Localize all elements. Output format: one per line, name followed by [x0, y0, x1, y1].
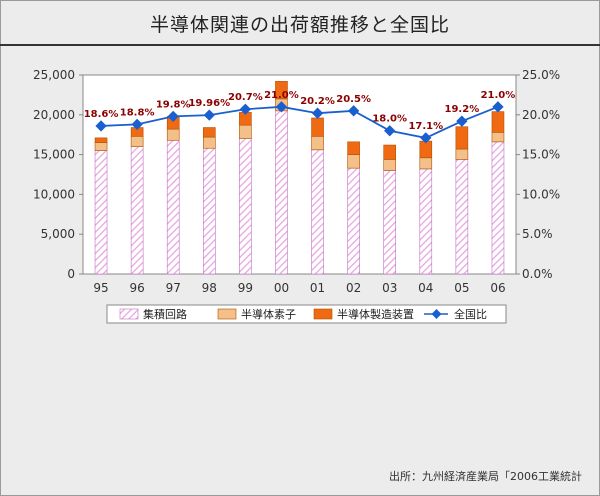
bar-manufacturing-equipment	[94, 137, 108, 143]
x-tick-label: 03	[382, 281, 397, 295]
line-data-label: 20.5%	[336, 94, 371, 105]
bar-manufacturing-equipment	[202, 127, 216, 138]
line-data-label: 21.0%	[264, 90, 299, 101]
bar-integrated-circuit	[347, 167, 360, 275]
bar-manufacturing-equipment	[383, 144, 397, 160]
legend-swatch-integrated	[119, 308, 139, 320]
legend-label: 半導体素子	[241, 307, 296, 321]
y-right-tick-label: 5.0%	[522, 227, 553, 241]
title-rule	[0, 44, 600, 46]
line-data-label: 18.0%	[372, 114, 407, 125]
bar-discrete-element	[94, 142, 108, 151]
line-data-label: 19.8%	[156, 99, 191, 110]
y-left-tick-label: 0	[67, 267, 75, 281]
x-tick-label: 02	[346, 281, 361, 295]
bar-discrete-element	[130, 135, 144, 147]
bar-integrated-circuit	[166, 139, 180, 275]
bar-integrated-circuit	[275, 110, 288, 275]
x-tick-label: 98	[202, 281, 217, 295]
chart-title: 半導体関連の出荷額推移と全国比	[149, 14, 450, 36]
y-left-tick-label: 25,000	[33, 68, 75, 82]
y-right-tick-label: 10.0%	[522, 187, 560, 201]
source-note: 出所：九州経済産業局「2006工業統計	[389, 470, 582, 483]
bar-discrete-element	[383, 159, 397, 171]
chart-area: 0 5,000 10,000 15,000 20,000 25,000 0.0% 5.0% 10…	[0, 58, 600, 358]
line-point	[275, 101, 288, 113]
bar-manufacturing-equipment	[491, 111, 505, 133]
y-left-tick-label: 5,000	[41, 227, 75, 241]
bar-discrete-element	[166, 128, 180, 141]
y-left-tick-label: 15,000	[33, 148, 75, 162]
plot-area	[82, 74, 517, 275]
bar-integrated-circuit	[311, 149, 324, 275]
line-data-label: 17.1%	[408, 121, 443, 132]
y-right-tick-label: 25.0%	[522, 68, 560, 82]
bar-integrated-circuit	[239, 138, 252, 275]
line-data-label: 18.6%	[84, 109, 119, 120]
legend-swatch-discrete	[217, 308, 237, 320]
bar-discrete-element	[347, 154, 360, 169]
x-tick-label: 05	[454, 281, 469, 295]
y-left-tick-label: 10,000	[33, 187, 75, 201]
bar-integrated-circuit	[130, 146, 144, 275]
bar-discrete-element	[202, 136, 216, 149]
bar-discrete-element	[311, 135, 324, 151]
legend-box	[106, 304, 507, 324]
legend-label: 半導体製造装置	[337, 307, 414, 321]
bar-integrated-circuit	[383, 170, 397, 275]
bar-manufacturing-equipment	[347, 141, 360, 155]
bar-integrated-circuit	[419, 168, 433, 275]
x-tick-label: 06	[490, 281, 505, 295]
line-data-label: 20.7%	[228, 92, 263, 103]
x-tick-label: 97	[166, 281, 181, 295]
bar-manufacturing-equipment	[419, 140, 433, 159]
line-data-label: 18.8%	[120, 107, 155, 118]
bar-integrated-circuit	[202, 147, 216, 275]
x-tick-label: 99	[238, 281, 253, 295]
bar-discrete-element	[419, 157, 433, 170]
bar-discrete-element	[491, 132, 505, 143]
line-data-label: 19.96%	[188, 98, 230, 109]
bar-discrete-element	[455, 148, 469, 160]
y-right-tick-label: 20.0%	[522, 108, 560, 122]
chart-svg: 0 5,000 10,000 15,000 20,000 25,000 0.0% 5.0% 10…	[33, 68, 560, 324]
bar-discrete-element	[239, 124, 252, 139]
bar-integrated-circuit	[455, 159, 469, 275]
legend-swatch-equipment	[313, 308, 333, 320]
x-tick-label: 01	[310, 281, 325, 295]
line-point	[239, 103, 252, 115]
line-point	[492, 101, 504, 113]
y-left-tick-label: 20,000	[33, 108, 75, 122]
bar-integrated-circuit	[94, 150, 108, 275]
y-right-tick-label: 0.0%	[522, 267, 553, 281]
legend-label: 集積回路	[143, 307, 187, 321]
bar-manufacturing-equipment	[455, 126, 469, 150]
line-data-label: 19.2%	[445, 104, 480, 115]
legend-label: 全国比	[454, 307, 487, 321]
x-tick-label: 04	[418, 281, 433, 295]
x-tick-label: 96	[129, 281, 144, 295]
bar-integrated-circuit	[491, 141, 505, 275]
line-data-label: 20.2%	[300, 96, 335, 107]
line-national-share	[101, 105, 499, 139]
y-right-tick-label: 15.0%	[522, 148, 560, 162]
x-tick-label: 00	[274, 281, 289, 295]
x-tick-label: 95	[93, 281, 108, 295]
line-data-label: 21.0%	[481, 90, 516, 101]
bar-manufacturing-equipment	[311, 117, 324, 137]
bar-manufacturing-equipment	[275, 81, 288, 100]
